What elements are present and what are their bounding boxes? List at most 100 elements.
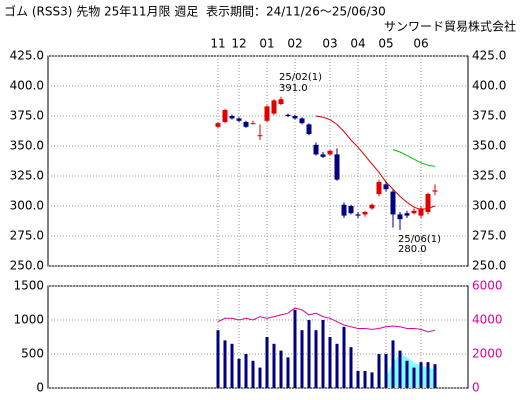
y-tick-label-right: 400.0 (472, 79, 506, 93)
y-tick-label-right: 275.0 (472, 229, 506, 243)
volume-bar (405, 360, 409, 388)
volume-bar (391, 340, 395, 388)
candle-body (229, 116, 235, 119)
candle-body (341, 204, 347, 216)
area (386, 354, 435, 388)
volume-bar (433, 364, 437, 388)
y-tick-label: 350.0 (10, 139, 44, 153)
open-interest-line (217, 307, 436, 333)
volume-bar (265, 337, 269, 388)
y-tick-label: 0 (36, 381, 44, 395)
x-tick-label: 12 (231, 37, 246, 51)
volume-bar (370, 372, 374, 388)
y-tick-label: 425.0 (10, 49, 44, 63)
volume-bar (363, 371, 367, 388)
volume-bar (321, 320, 325, 388)
volume-bar (216, 330, 220, 388)
y-tick-label: 250.0 (10, 259, 44, 273)
volume-bar (419, 362, 423, 388)
volume-bar (258, 367, 262, 388)
y-tick-label-right: 250.0 (472, 259, 506, 273)
candle-body (362, 212, 368, 215)
y-tick-label: 375.0 (10, 109, 44, 123)
chart-subtitle: サンワード貿易株式会社 (384, 19, 516, 34)
candle-body (425, 194, 431, 212)
volume-bar (384, 354, 388, 388)
volume-bar (328, 337, 332, 388)
volume-bar (412, 367, 416, 388)
volume-bar (272, 343, 276, 388)
candle-body (292, 116, 298, 119)
candle-body (215, 123, 221, 127)
y-tick-label: 325.0 (10, 169, 44, 183)
y-tick-label: 1000 (13, 313, 44, 327)
candle-body (271, 100, 277, 114)
x-tick-label: 06 (413, 37, 428, 51)
x-tick-label: 03 (322, 37, 337, 51)
y2-tick-label: 6000 (472, 279, 503, 293)
candle-body (222, 110, 228, 122)
volume-bar (251, 360, 255, 388)
moving-average (392, 149, 436, 167)
moving-average (315, 115, 436, 211)
x-tick-label: 05 (378, 37, 393, 51)
annotation-value: 280.0 (398, 244, 427, 255)
y-tick-label: 275.0 (10, 229, 44, 243)
x-tick-label: 01 (259, 37, 274, 51)
candle-body (285, 114, 291, 116)
y-tick-label: 300.0 (10, 199, 44, 213)
x-tick-label: 04 (350, 37, 365, 51)
candle-body (243, 122, 249, 127)
candle-body (327, 150, 333, 155)
volume-bar (300, 330, 304, 388)
y-tick-label: 1500 (13, 279, 44, 293)
volume-bar (279, 350, 283, 388)
annotation-label: 25/02(1) (279, 72, 322, 83)
candle-body (404, 213, 410, 216)
volume-bar (349, 347, 353, 388)
candle-body (418, 208, 424, 216)
candle-body (313, 144, 319, 155)
volume-bar (286, 357, 290, 388)
chart-title: ゴム (RSS3) 先物 25年11月限 週足 表示期間：24/11/26～25… (4, 4, 386, 19)
candle-body (355, 214, 361, 216)
y2-tick-label: 2000 (472, 347, 503, 361)
y-tick-label-right: 350.0 (472, 139, 506, 153)
candle-body (236, 118, 242, 121)
y-tick-label-right: 300.0 (472, 199, 506, 213)
candle-body (264, 106, 270, 121)
candle-body (320, 154, 326, 157)
volume-bar (377, 354, 381, 388)
volume-bar (356, 371, 360, 388)
candle-body (432, 190, 438, 192)
y-tick-label: 400.0 (10, 79, 44, 93)
y-tick-label-right: 325.0 (472, 169, 506, 183)
candle-body (250, 123, 256, 125)
volume-bar (230, 343, 234, 388)
volume-bar (237, 358, 241, 388)
candle-body (334, 154, 340, 180)
y-tick-label-right: 375.0 (472, 109, 506, 123)
candle-body (390, 191, 396, 215)
y-tick-label-right: 425.0 (472, 49, 506, 63)
candle-body (383, 184, 389, 190)
volume-bar (335, 343, 339, 388)
volume-bar (342, 326, 346, 388)
candle-body (299, 118, 305, 124)
candle-body (376, 182, 382, 194)
volume-bar (223, 340, 227, 388)
y2-tick-label: 4000 (472, 313, 503, 327)
volume-bar (426, 362, 430, 388)
annotation-value: 391.0 (279, 83, 308, 94)
candle-body (411, 210, 417, 214)
volume-bar (314, 330, 318, 388)
x-tick-label: 02 (287, 37, 302, 51)
annotation-label: 25/06(1) (398, 234, 441, 245)
volume-bar (244, 354, 248, 388)
y2-tick-label: 0 (472, 381, 480, 395)
candle-body (257, 135, 263, 137)
candle-body (397, 214, 403, 220)
volume-bar (398, 350, 402, 388)
candle-body (348, 206, 354, 214)
